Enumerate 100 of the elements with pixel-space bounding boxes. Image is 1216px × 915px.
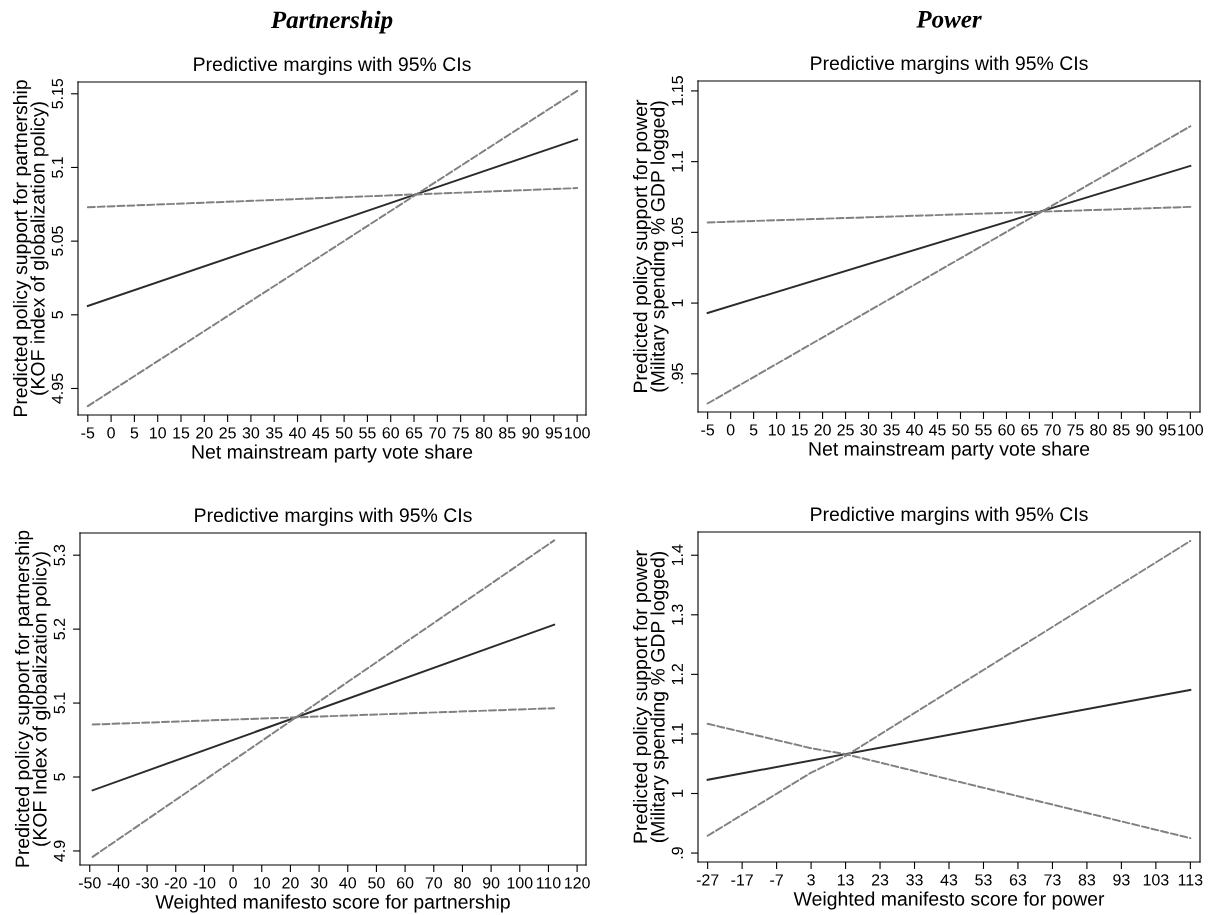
y-tick-label: 5.2 [53,618,66,640]
x-tick-label: 15 [791,424,808,436]
x-tick-label: 5 [749,424,758,436]
x-tick-label: -27 [696,874,719,886]
x-tick-label: 113 [1178,874,1203,886]
x-tick-label: 90 [482,877,500,889]
x-tick-label: 23 [871,874,889,886]
y-tick-label: 1 [671,789,683,797]
y-tick-label: 5 [53,773,66,781]
x-tick-label: 63 [1009,874,1027,886]
y-tick-label: 5.1 [51,157,64,178]
x-tick-label: 20 [814,424,831,436]
x-tick-label: 35 [883,424,900,436]
x-tick-label: 40 [906,424,923,436]
x-tick-label: -17 [731,874,753,886]
x-tick-label: 70 [429,427,446,439]
y-tick-label: 4.95 [51,373,64,404]
y-tick-label: 1.1 [671,723,683,744]
x-tick-label: 80 [475,427,493,439]
x-tick-label: 25 [219,427,236,439]
x-tick-label: 50 [952,424,969,436]
x-tick-label: 95 [1159,424,1176,436]
y-axis-title: Predicted policy support for power (Military spending % GDP logged) [632,99,669,392]
chart-title: Predictive margins with 95% CIs [195,507,472,526]
x-tick-label: 90 [1136,424,1153,436]
y-axis-title: Predicted policy support for power (Military spending % GDP logged) [632,550,669,843]
x-tick-label: 13 [837,874,854,886]
text: Power [916,11,982,28]
y-tick-label: .95 [671,363,684,384]
x-axis-title: Net mainstream party vote share [192,444,473,463]
x-tick-label: -5 [81,427,95,439]
x-tick-label: 55 [359,427,376,439]
x-tick-label: 70 [1044,424,1061,436]
x-tick-label: 75 [1067,424,1084,436]
x-tick-label: 10 [768,424,785,436]
x-tick-label: 100 [507,877,533,889]
x-tick-label: 45 [312,427,330,439]
x-tick-label: 83 [1078,874,1096,886]
x-tick-label: 53 [975,874,992,886]
x-tick-label: 95 [545,427,563,439]
x-tick-label: -50 [78,877,101,889]
y-tick-label: 5.1 [53,692,66,714]
x-tick-label: 3 [807,874,815,886]
x-tick-label: 90 [522,427,539,439]
x-tick-label: 85 [499,427,516,439]
x-tick-label: 43 [940,874,958,886]
x-tick-label: 70 [425,877,443,889]
y-tick-label: 5 [51,311,64,319]
x-tick-label: 65 [1021,424,1038,436]
x-tick-label: 50 [335,427,353,439]
x-axis-title: Weighted manifesto score for partnership [155,894,510,913]
y-tick-label: 1.2 [671,664,683,685]
x-axis-title: Weighted manifesto score for power [793,891,1105,910]
x-tick-label: 80 [454,877,471,889]
x-tick-label: 80 [1090,424,1107,436]
x-tick-label: 55 [975,424,992,436]
x-tick-label: 93 [1113,874,1130,886]
x-tick-label: 20 [196,427,213,439]
x-tick-label: 30 [310,877,328,889]
x-tick-label: 103 [1143,874,1169,886]
y-tick-label: 1 [671,299,683,307]
y-tick-label: 1.05 [671,217,684,247]
x-tick-label: -7 [770,874,783,886]
x-tick-label: -5 [701,424,715,436]
chart-title: Predictive margins with 95% CIs [811,55,1088,74]
x-tick-label: -30 [136,877,158,889]
x-tick-label: -10 [193,877,216,889]
x-tick-label: 73 [1044,874,1061,886]
x-tick-label: 40 [339,877,357,889]
x-tick-label: 60 [998,424,1015,436]
x-tick-label: 0 [726,424,735,436]
x-tick-label: 33 [906,874,923,886]
x-tick-label: 75 [452,427,469,439]
y-tick-label: 5.05 [51,226,64,257]
chart-title: Predictive margins with 95% CIs [811,506,1088,525]
x-tick-label: 120 [565,877,590,889]
x-tick-label: 100 [1178,424,1204,436]
x-axis-title: Net mainstream party vote share [809,441,1090,460]
y-tick-label: 5.15 [51,78,64,109]
x-tick-label: 0 [107,427,115,439]
x-tick-label: 40 [289,427,306,439]
y-tick-label: 1.15 [671,76,684,106]
y-tick-label: .9 [671,847,684,859]
x-tick-label: 60 [382,427,399,439]
x-tick-label: 15 [173,427,190,439]
x-tick-label: 20 [282,877,299,889]
x-tick-label: 35 [265,427,283,439]
x-tick-label: 50 [368,877,385,889]
chart-title: Predictive margins with 95% CIs [194,56,471,75]
x-tick-label: 65 [405,427,423,439]
y-tick-label: 1.3 [671,604,684,625]
x-tick-label: -20 [164,877,187,889]
y-axis-title: Predicted policy support for partnership (KOF index of globalization policy) [12,80,49,417]
y-tick-label: 5.3 [53,544,66,566]
x-tick-label: 25 [837,424,854,436]
x-tick-label: 10 [150,427,166,439]
x-tick-label: 85 [1113,424,1130,436]
x-tick-label: 5 [130,427,139,439]
y-tick-label: 4.9 [53,840,66,862]
x-tick-label: 45 [928,424,946,436]
